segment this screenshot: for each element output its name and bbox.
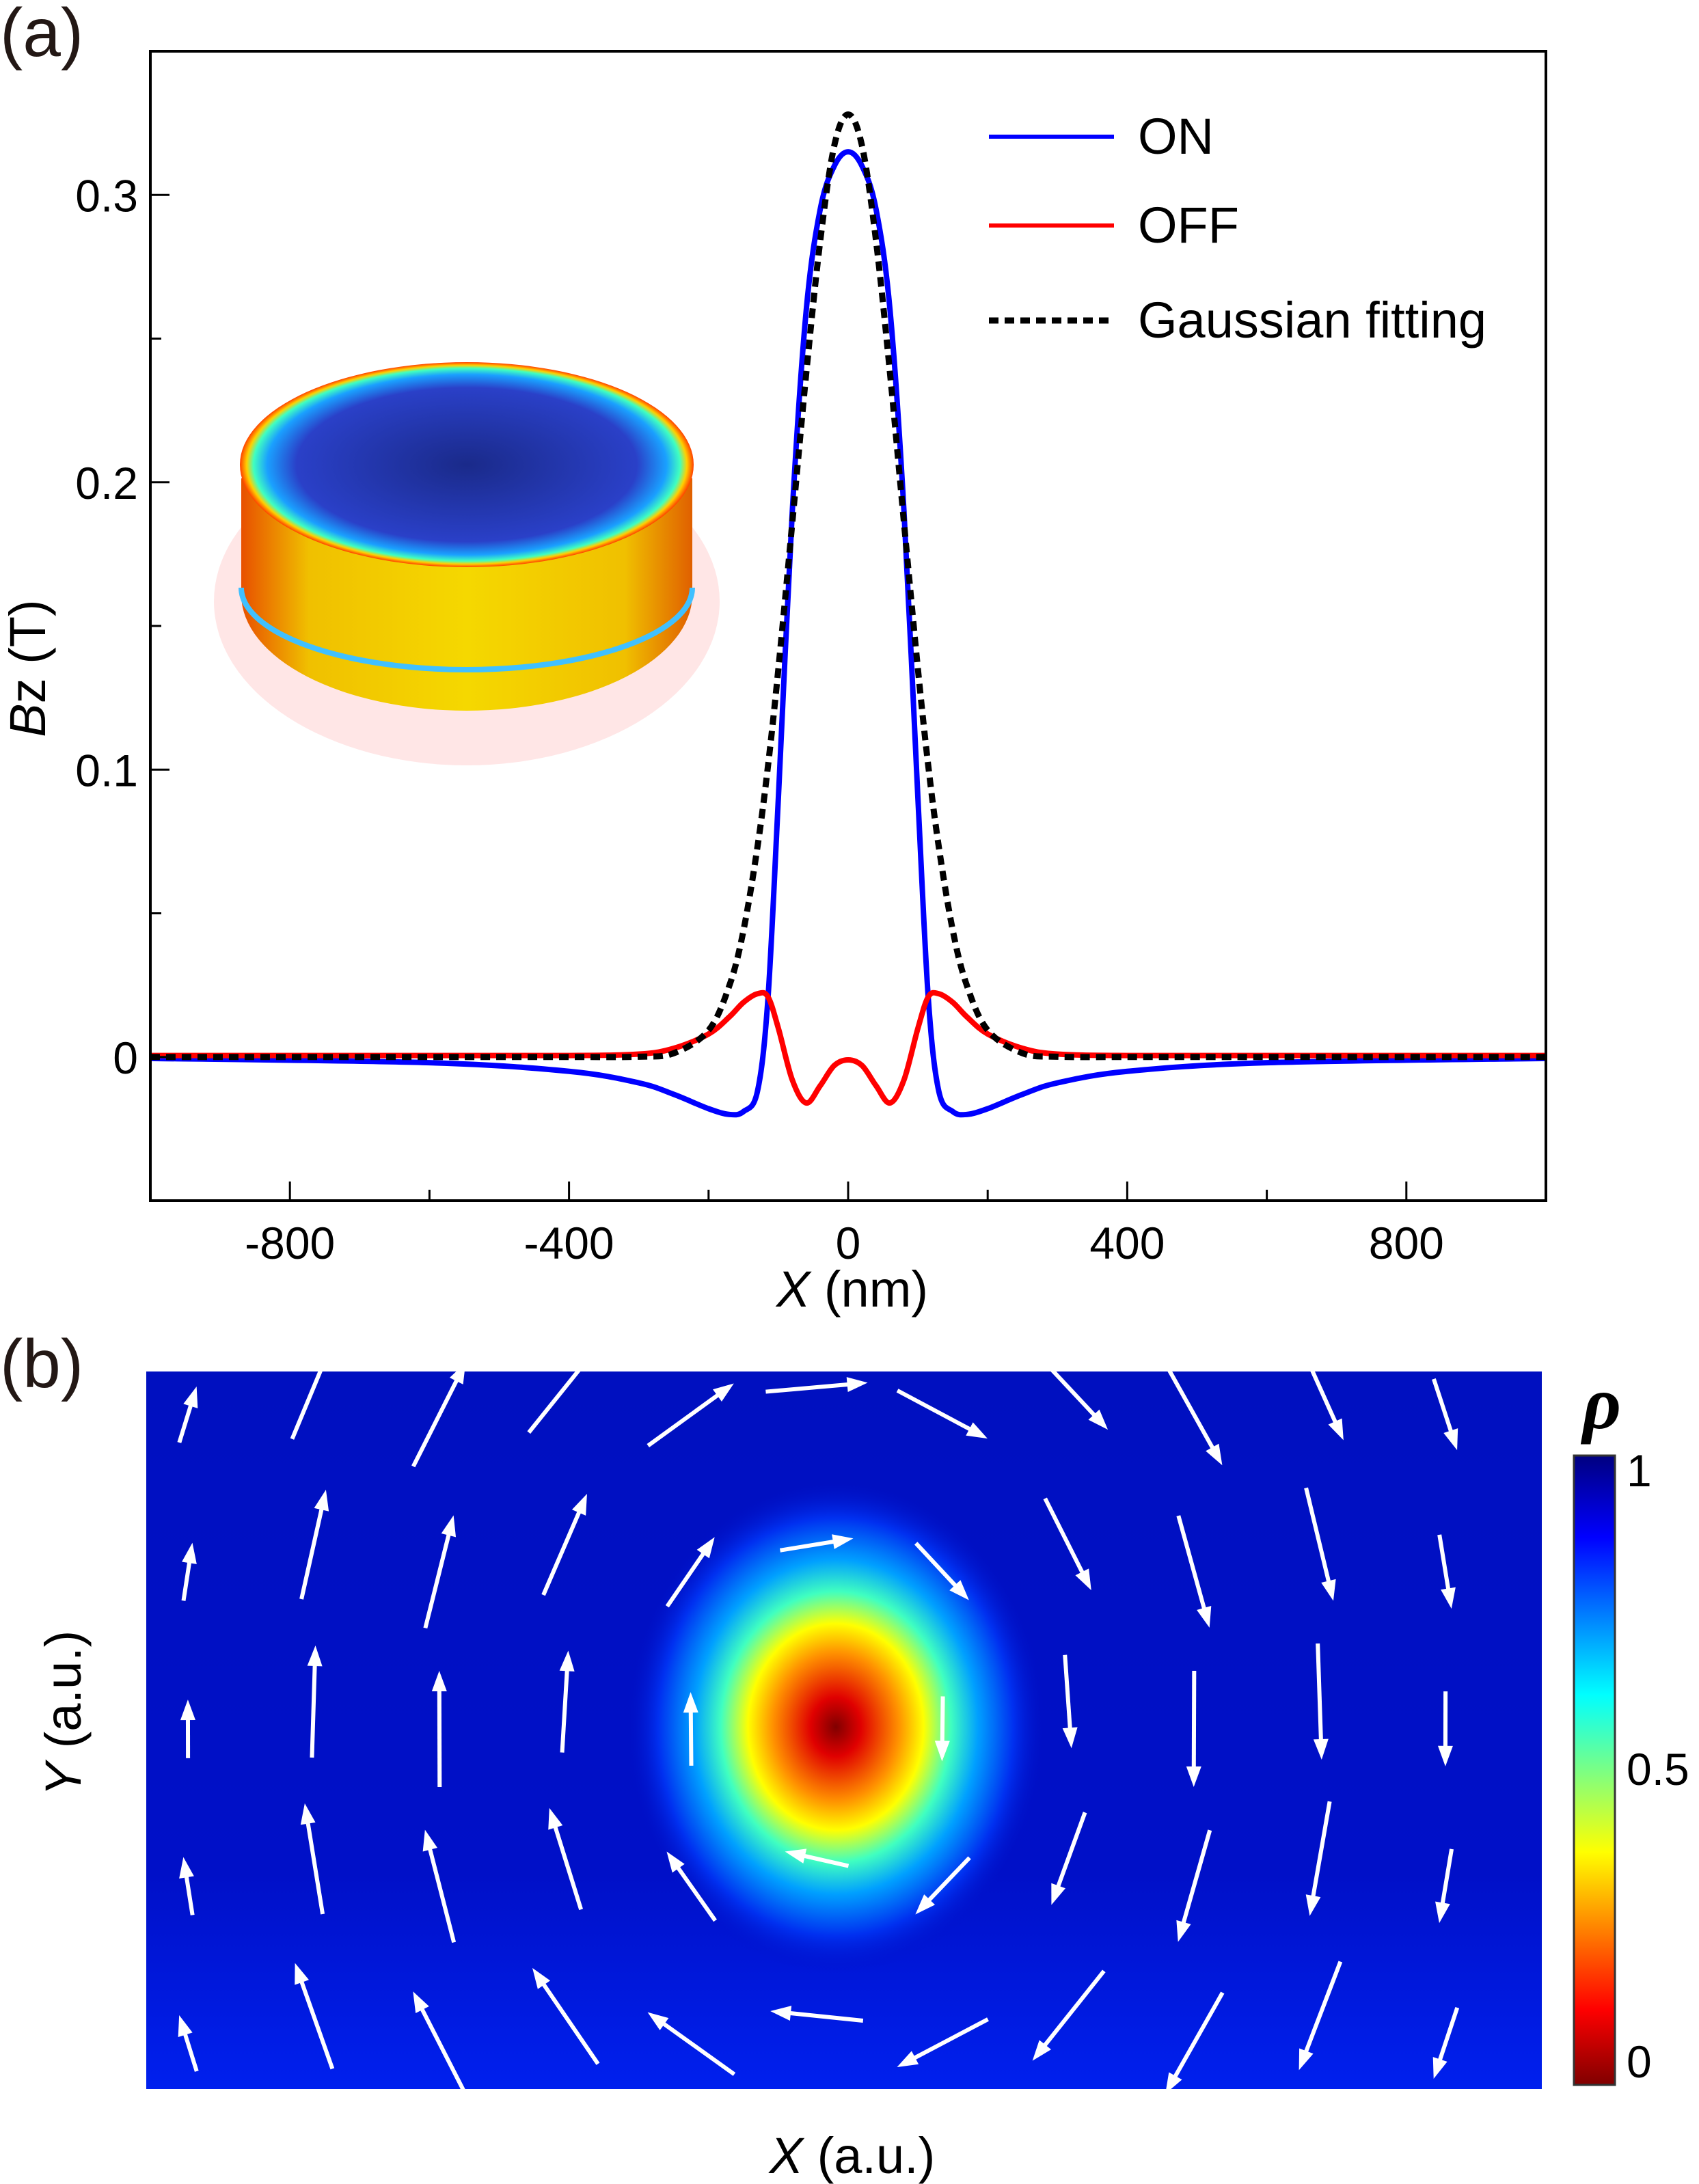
field-arrow [532,1967,600,2065]
legend: ON OFF Gaussian fitting [989,108,1486,349]
field-arrow [413,1991,468,2097]
field-arrow [647,2012,736,2076]
field-arrow [665,1537,715,1608]
series-gaussian-fitting [150,111,1546,1061]
legend-label: OFF [1138,197,1239,254]
heatmap [146,1333,1542,2097]
field-arrow [1186,1670,1201,1787]
line-chart: -800 -400 0 400 800 0 0.1 0.2 0.3 ON OFF Gaussian f… [0,50,1547,1318]
field-arrow [299,1489,329,1600]
field-arrow [1043,1497,1091,1591]
series-on [150,149,1547,1118]
field-arrow [423,1515,457,1629]
legend-label: Gaussian fitting [1138,292,1486,349]
y-tick-label: 0.2 [75,458,138,508]
field-arrow [785,1848,849,1868]
field-arrow [666,1851,717,1922]
field-arrow [422,1829,457,1943]
panel-label-a: (a) [0,0,83,71]
field-arrow [683,1692,698,1766]
x-tick-label: 400 [1089,1218,1165,1268]
field-arrow [307,1646,323,1758]
colorbar-tick: 1 [1627,1445,1652,1496]
field-arrow [915,1856,971,1915]
field-arrow [411,1363,466,1468]
x-tick-label: -800 [245,1218,335,1268]
field-arrow [647,1383,734,1447]
field-arrow [290,1335,336,1440]
panel-label-b: (b) [0,1326,83,1402]
colorbar-title: ρ [1581,1361,1622,1445]
x-tick-label: 0 [836,1218,861,1268]
field-arrow [765,1377,868,1394]
field-arrow [1051,1812,1087,1905]
colorbar-tick: 0 [1627,2036,1652,2087]
field-arrow [541,1493,587,1596]
colorbar-tick: 0.5 [1627,1744,1689,1794]
legend-label: ON [1138,108,1214,165]
field-arrow [1176,1829,1212,1942]
field-arrow [295,1963,335,2070]
x-axis-label-b: X (a.u.) [768,2127,936,2184]
field-arrow [1305,1801,1332,1916]
x-tick-label: 800 [1369,1218,1444,1268]
field-arrow [548,1807,584,1911]
field-arrow [779,1534,854,1553]
field-arrow [1299,1961,1343,2071]
y-tick-label: 0.3 [75,170,138,221]
inset-disk-image [214,362,720,765]
field-arrow [897,2017,989,2068]
field-arrow [1062,1654,1078,1749]
series-off [150,989,1546,1106]
field-arrow [1304,1487,1336,1601]
field-arrow [177,1386,198,1443]
field-arrow [1032,1969,1106,2061]
vector-field [177,1333,1460,2097]
field-arrow [527,1341,602,1434]
field-arrow [559,1650,575,1753]
field-arrow [1027,1343,1109,1430]
x-axis-label: X (nm) [775,1261,928,1318]
field-arrow [1432,1378,1458,1451]
field-arrow [180,1700,195,1758]
field-arrow [179,1857,195,1915]
x-tick-label: -400 [524,1218,614,1268]
field-arrow [181,1542,197,1601]
field-arrow [1437,1691,1453,1766]
y-axis-label: Bz (T) [0,599,56,737]
field-arrow [300,1803,325,1915]
field-arrow [896,1389,988,1439]
field-arrow [1294,1333,1344,1441]
colorbar: ρ 1 0.5 0 [1573,1361,1689,2087]
field-arrow [914,1542,969,1600]
field-arrow [1437,1534,1456,1609]
y-axis-label-b: Y (a.u.) [35,1630,92,1797]
field-arrow [178,2015,199,2072]
field-arrow [1435,1848,1454,1924]
field-arrow [934,1696,950,1762]
y-tick-label: 0 [113,1033,138,1083]
field-arrow [770,2006,864,2023]
field-arrow [1165,1991,1225,2094]
field-arrow [1313,1643,1329,1760]
y-tick-label: 0.1 [75,745,138,795]
field-arrow [1432,2007,1460,2079]
field-arrow [1176,1515,1212,1628]
field-arrow [1163,1363,1223,1466]
field-arrow [431,1671,447,1788]
